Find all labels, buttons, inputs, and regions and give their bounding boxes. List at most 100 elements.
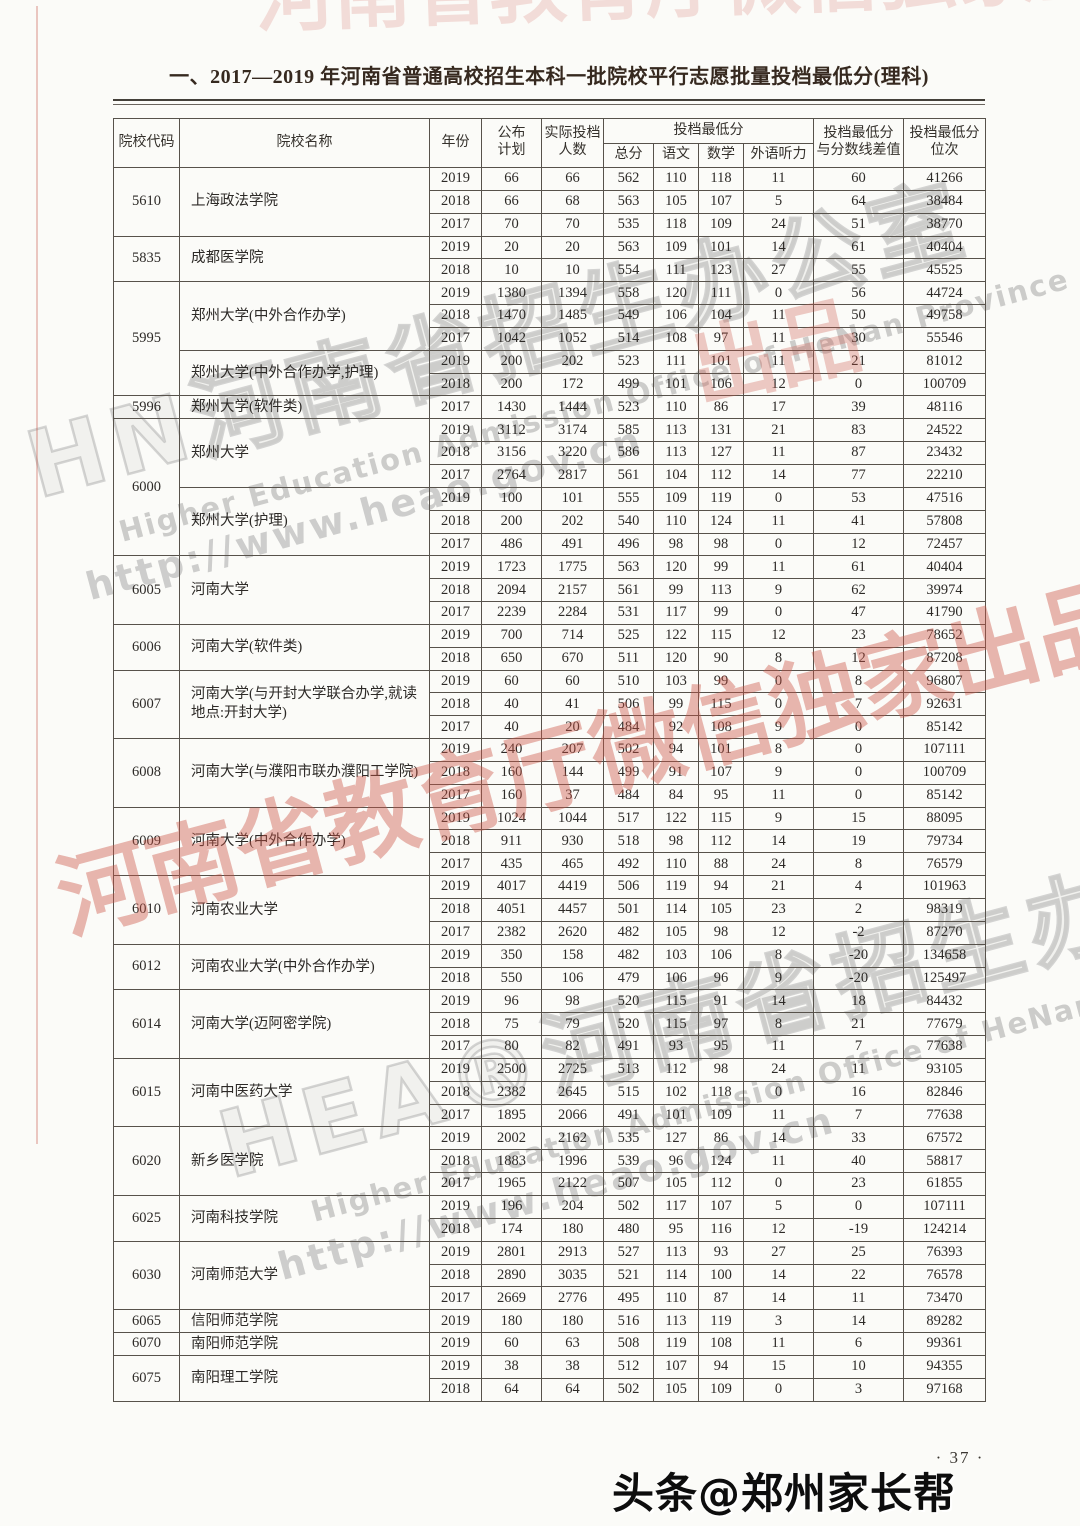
listening-cell: 8 [743, 646, 814, 671]
math-cell: 99 [698, 601, 744, 625]
diff-cell: 0 [813, 1194, 904, 1219]
listening-cell: 12 [743, 1217, 814, 1242]
math-cell: 116 [698, 1217, 744, 1242]
plan-cell: 2764 [481, 463, 542, 488]
rank-cell: 97168 [903, 1377, 986, 1402]
diff-cell: 0 [813, 783, 904, 808]
math-cell: 108 [698, 1332, 744, 1356]
table-row: 6009 河南大学(中外合作办学) 2019 1024 1044 517 122 115 9 15… [113, 806, 986, 877]
math-cell: 108 [698, 715, 744, 740]
table-row: 5995 郑州大学(中外合作办学) 2019 1380 1394 558 120 111 0 56… [113, 281, 986, 397]
chinese-cell: 109 [653, 235, 699, 260]
year-cell: 2019 [429, 1309, 482, 1334]
table-row: 5996 郑州大学(软件类) 2017 1430 1444 523 110 86 17 39 481… [113, 395, 986, 420]
total-score-cell: 495 [603, 1286, 654, 1311]
math-cell: 100 [698, 1263, 744, 1288]
year-cell: 2019 [429, 167, 482, 191]
rank-cell: 55546 [903, 326, 986, 351]
total-score-cell: 502 [603, 1194, 654, 1219]
actual-cell: 1485 [541, 304, 604, 328]
rank-cell: 61855 [903, 1172, 986, 1196]
chinese-cell: 93 [653, 1035, 699, 1059]
math-cell: 90 [698, 646, 744, 671]
college-name-cell: 郑州大学 [179, 418, 430, 488]
chinese-cell: 105 [653, 920, 699, 945]
year-cell: 2018 [429, 189, 482, 214]
rank-cell: 45525 [903, 258, 986, 283]
diff-cell: 77 [813, 463, 904, 488]
actual-cell: 1996 [541, 1149, 604, 1174]
math-cell: 98 [698, 532, 744, 557]
diff-cell: 30 [813, 326, 904, 351]
actual-cell: 207 [541, 738, 604, 762]
table-row: 2018 160 144 499 91 107 9 0 100709 [114, 760, 986, 785]
actual-cell: 20 [541, 715, 604, 740]
actual-cell: 60 [541, 669, 604, 694]
college-code-cell: 6010 [113, 875, 180, 945]
rank-cell: 72457 [903, 532, 986, 557]
plan-cell: 160 [481, 783, 542, 808]
rank-cell: 78652 [903, 623, 986, 648]
diff-cell: 8 [813, 669, 904, 694]
table-row: 5610 上海政法学院 2019 66 66 562 110 118 11 60 41266 [113, 167, 986, 237]
total-score-cell: 484 [603, 715, 654, 740]
diff-cell: 12 [813, 646, 904, 671]
diff-cell: 0 [813, 715, 904, 740]
actual-cell: 66 [541, 167, 604, 191]
college-code-cell: 6008 [113, 738, 180, 808]
plan-cell: 4017 [481, 875, 542, 899]
math-cell: 112 [698, 1172, 744, 1196]
diff-cell: 22 [813, 1263, 904, 1288]
actual-cell: 64 [541, 1377, 604, 1402]
listening-cell: 11 [743, 1035, 814, 1059]
actual-cell: 4419 [541, 875, 604, 899]
year-cell: 2019 [429, 1057, 482, 1082]
listening-cell: 14 [743, 1286, 814, 1311]
actual-cell: 158 [541, 943, 604, 968]
chinese-cell: 91 [653, 760, 699, 785]
actual-cell: 41 [541, 692, 604, 717]
diff-cell: 23 [813, 1172, 904, 1196]
college-name-cell: 河南大学 [179, 555, 430, 625]
total-score-cell: 523 [603, 395, 654, 420]
listening-cell: 24 [743, 1057, 814, 1082]
college-code-cell: 6005 [113, 555, 180, 625]
listening-cell: 11 [743, 326, 814, 351]
total-score-cell: 563 [603, 555, 654, 580]
plan-cell: 2239 [481, 601, 542, 625]
rank-cell: 85142 [903, 715, 986, 740]
chinese-cell: 105 [653, 1377, 699, 1402]
math-cell: 97 [698, 326, 744, 351]
plan-cell: 38 [481, 1354, 542, 1379]
rank-cell: 67572 [903, 1126, 986, 1151]
year-cell: 2019 [429, 555, 482, 580]
diff-cell: 61 [813, 235, 904, 260]
page-title: 一、2017—2019 年河南省普通高校招生本科一批院校平行志愿批量投档最低分(… [169, 66, 929, 88]
actual-cell: 1052 [541, 326, 604, 351]
diff-cell: 0 [813, 760, 904, 785]
listening-cell: 11 [743, 349, 814, 374]
plan-cell: 700 [481, 623, 542, 648]
chinese-cell: 122 [653, 806, 699, 831]
college-name-cell: 河南农业大学 [179, 875, 430, 945]
total-score-cell: 517 [603, 806, 654, 831]
chinese-cell: 122 [653, 623, 699, 648]
listening-cell: 11 [743, 167, 814, 191]
math-cell: 123 [698, 258, 744, 283]
rank-cell: 124214 [903, 1217, 986, 1242]
listening-cell: 12 [743, 920, 814, 945]
math-cell: 86 [698, 1126, 744, 1151]
table-row: 2018 550 106 479 106 96 9 -20 125497 [114, 966, 986, 991]
chinese-cell: 114 [653, 898, 699, 922]
table-row: 2018 2382 2645 515 102 118 0 16 82846 [114, 1080, 986, 1105]
math-cell: 112 [698, 463, 744, 488]
total-score-cell: 535 [603, 212, 654, 237]
chinese-cell: 103 [653, 943, 699, 968]
plan-cell: 3112 [481, 418, 542, 443]
college-code-cell: 6070 [113, 1332, 180, 1356]
table-row: 6020 新乡医学院 2019 2002 2162 535 127 86 14 33 67572 [113, 1126, 986, 1196]
plan-cell: 2094 [481, 578, 542, 603]
total-score-cell: 507 [603, 1172, 654, 1196]
rank-cell: 76578 [903, 1263, 986, 1288]
year-cell: 2018 [429, 1217, 482, 1242]
